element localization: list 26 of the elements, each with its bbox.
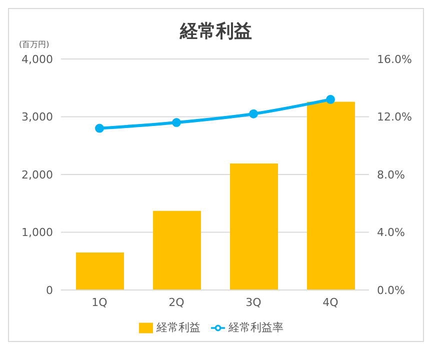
y2-tick-label: 4.0% xyxy=(377,226,405,240)
y-tick-label: 4,000 xyxy=(22,52,53,66)
legend-label: 経常利益率 xyxy=(228,321,284,334)
y2-tick-label: 0.0% xyxy=(377,284,405,297)
y2-tick-label: 8.0% xyxy=(377,168,405,182)
x-tick-label: 1Q xyxy=(92,296,108,309)
y-tick-label: 3,000 xyxy=(22,110,53,124)
y-tick-label: 2,000 xyxy=(22,168,53,182)
point xyxy=(172,118,181,128)
bar xyxy=(307,102,355,290)
bar xyxy=(76,252,124,290)
y2-tick-label: 12.0% xyxy=(377,110,412,124)
bar xyxy=(230,164,278,290)
x-tick-label: 2Q xyxy=(168,296,185,309)
point xyxy=(95,124,104,133)
point xyxy=(326,94,335,104)
bar xyxy=(153,210,201,290)
chart-title: 経常利益 xyxy=(180,21,252,42)
legend-label: 経常利益 xyxy=(156,321,200,334)
point xyxy=(249,109,258,118)
y-axis-title: (百万円) xyxy=(19,39,50,50)
y2-tick-label: 16.0% xyxy=(377,52,412,66)
x-tick-label: 3Q xyxy=(246,296,262,309)
x-tick-label: 4Q xyxy=(322,296,339,309)
y-tick-label: 0 xyxy=(46,284,53,297)
y-tick-label: 1,000 xyxy=(22,226,53,240)
